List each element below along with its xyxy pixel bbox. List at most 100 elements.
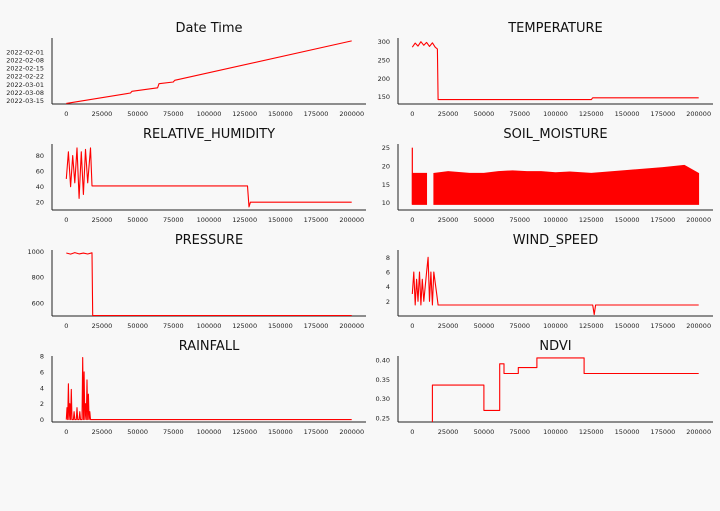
y-tick-label: 6 — [40, 368, 44, 376]
x-tick-label: 175000 — [650, 110, 675, 118]
x-tick-label: 200000 — [339, 110, 364, 118]
x-tick-label: 50000 — [474, 216, 495, 224]
x-tick-label: 0 — [64, 110, 68, 118]
x-tick-label: 125000 — [579, 428, 604, 436]
series-line — [431, 357, 699, 422]
x-tick-label: 75000 — [509, 428, 530, 436]
x-tick-label: 125000 — [579, 216, 604, 224]
x-tick-label: 175000 — [304, 110, 329, 118]
x-tick-label: 50000 — [474, 428, 495, 436]
x-tick-label: 100000 — [543, 322, 568, 330]
x-tick-label: 50000 — [127, 322, 148, 330]
x-tick-label: 25000 — [92, 110, 113, 118]
x-tick-label: 100000 — [543, 428, 568, 436]
y-tick-label: 15 — [382, 181, 390, 189]
x-tick-label: 0 — [410, 110, 414, 118]
x-tick-label: 200000 — [339, 322, 364, 330]
x-tick-label: 0 — [64, 428, 68, 436]
x-tick-label: 0 — [64, 216, 68, 224]
x-tick-label: 25000 — [438, 216, 459, 224]
y-tick-label: 2 — [40, 400, 44, 408]
y-tick-label: 300 — [378, 38, 390, 46]
x-tick-label: 75000 — [163, 322, 184, 330]
x-tick-label: 150000 — [615, 110, 640, 118]
x-tick-label: 200000 — [339, 428, 364, 436]
x-tick-label: 0 — [410, 322, 414, 330]
x-tick-label: 25000 — [438, 110, 459, 118]
x-tick-label: 100000 — [197, 428, 222, 436]
y-tick-label: 0.35 — [376, 376, 390, 384]
y-tick-label: 40 — [36, 183, 44, 191]
y-tick-label: 20 — [36, 199, 44, 207]
x-tick-label: 150000 — [615, 322, 640, 330]
chart-panel: TEMPERATURE 0 25000 50000 75000 100000 125000 1… — [378, 21, 713, 118]
x-tick-label: 150000 — [268, 216, 293, 224]
y-tick-label: 1000 — [27, 248, 44, 256]
series-area — [433, 164, 700, 205]
y-tick-label: 2022-02-08 — [6, 57, 44, 65]
y-tick-label: 0 — [40, 416, 44, 424]
chart-title: Date Time — [175, 21, 242, 36]
chart-title: SOIL_MOISTURE — [503, 127, 607, 142]
x-tick-label: 200000 — [686, 110, 711, 118]
x-tick-label: 175000 — [304, 322, 329, 330]
x-tick-label: 150000 — [268, 110, 293, 118]
x-tick-label: 125000 — [579, 322, 604, 330]
chart-panel: RAINFALL 0 25000 50000 75000 100000 125000 1500… — [40, 339, 366, 436]
y-tick-label: 10 — [382, 199, 390, 207]
y-tick-label: 0.40 — [376, 356, 390, 364]
y-tick-label: 8 — [386, 254, 390, 262]
y-tick-label: 80 — [36, 152, 44, 160]
x-tick-label: 50000 — [127, 110, 148, 118]
x-tick-label: 150000 — [615, 428, 640, 436]
chart-title: PRESSURE — [175, 233, 243, 248]
chart-title: WIND_SPEED — [513, 233, 598, 248]
chart-title: NDVI — [539, 339, 571, 354]
x-tick-label: 100000 — [543, 216, 568, 224]
x-tick-label: 50000 — [474, 322, 495, 330]
x-tick-label: 0 — [410, 216, 414, 224]
x-tick-label: 75000 — [163, 110, 184, 118]
y-tick-label: 4 — [386, 283, 390, 291]
x-tick-label: 50000 — [474, 110, 495, 118]
y-tick-label: 0.30 — [376, 395, 390, 403]
y-tick-label: 2 — [386, 298, 390, 306]
series-line — [411, 256, 699, 316]
y-tick-label: 800 — [32, 274, 44, 282]
x-tick-label: 175000 — [650, 428, 675, 436]
y-tick-label: 2022-02-01 — [6, 48, 44, 56]
x-tick-label: 125000 — [579, 110, 604, 118]
y-tick-label: 200 — [378, 75, 390, 83]
x-tick-label: 25000 — [92, 428, 113, 436]
x-tick-label: 50000 — [127, 216, 148, 224]
x-tick-label: 150000 — [268, 428, 293, 436]
x-tick-label: 0 — [410, 428, 414, 436]
x-tick-label: 25000 — [438, 428, 459, 436]
x-tick-label: 25000 — [92, 322, 113, 330]
y-tick-label: 2022-02-22 — [6, 73, 44, 81]
chart-panel: WIND_SPEED 0 25000 50000 75000 100000 125000 15… — [386, 233, 713, 330]
x-tick-label: 75000 — [163, 428, 184, 436]
chart-panel: RELATIVE_HUMIDITY 0 25000 50000 75000 100000 1… — [36, 127, 366, 224]
x-tick-label: 0 — [64, 322, 68, 330]
x-tick-label: 200000 — [339, 216, 364, 224]
x-tick-label: 125000 — [232, 110, 257, 118]
chart-panel: NDVI 0 25000 50000 75000 100000 125000 150000 17… — [376, 339, 713, 436]
y-tick-label: 6 — [386, 269, 390, 277]
x-tick-label: 100000 — [543, 110, 568, 118]
series-line — [66, 40, 352, 104]
x-tick-label: 175000 — [650, 322, 675, 330]
series-line — [66, 252, 352, 316]
y-tick-label: 4 — [40, 384, 44, 392]
y-tick-label: 2022-03-15 — [6, 97, 44, 105]
series-line — [65, 357, 352, 421]
x-tick-label: 200000 — [686, 322, 711, 330]
x-tick-label: 100000 — [197, 322, 222, 330]
x-tick-label: 75000 — [509, 216, 530, 224]
x-tick-label: 175000 — [304, 216, 329, 224]
x-tick-label: 150000 — [268, 322, 293, 330]
series-line — [411, 41, 699, 101]
y-tick-label: 600 — [32, 300, 44, 308]
y-tick-label: 20 — [382, 163, 390, 171]
